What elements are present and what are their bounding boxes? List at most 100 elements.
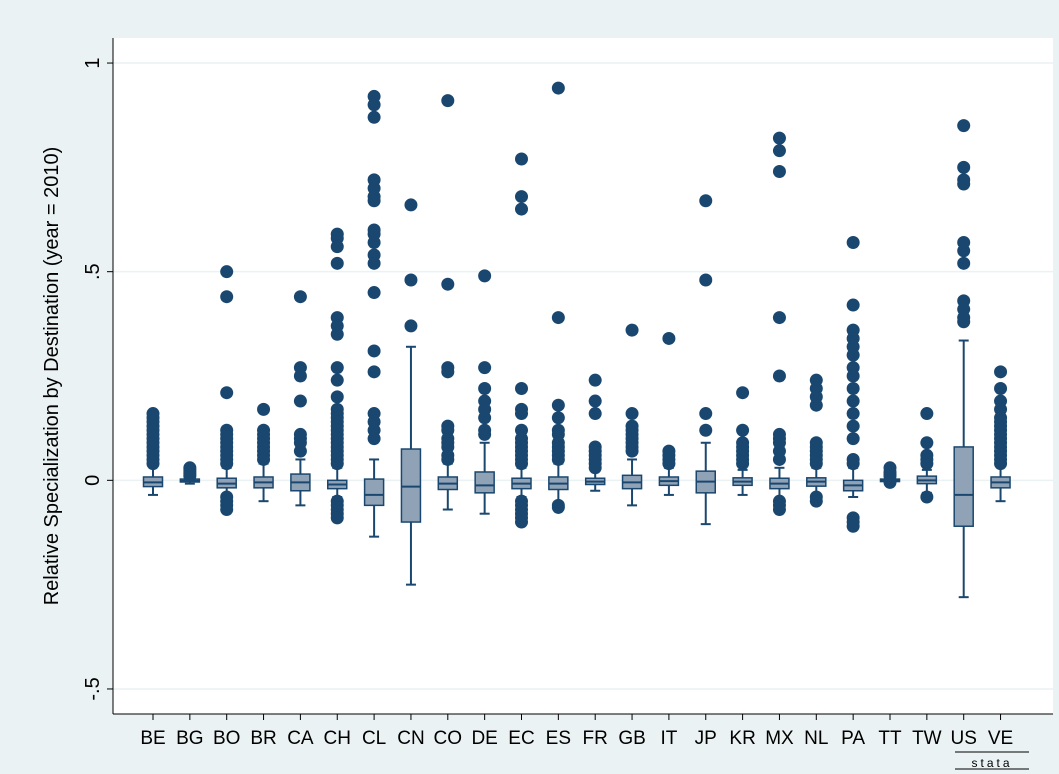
box-kr bbox=[732, 386, 753, 496]
outlier-point bbox=[220, 290, 234, 304]
outlier-point bbox=[588, 394, 602, 408]
y-tick-label: .5 bbox=[82, 263, 104, 280]
x-tick-label: MX bbox=[765, 728, 794, 749]
outlier-point bbox=[920, 436, 934, 450]
outlier-point bbox=[441, 452, 455, 466]
outlier-point bbox=[330, 390, 344, 404]
x-tick-label: CN bbox=[397, 728, 424, 749]
outlier-point bbox=[846, 369, 860, 383]
outlier-point bbox=[662, 457, 676, 471]
x-tick-label: CL bbox=[362, 728, 386, 749]
outlier-point bbox=[367, 110, 381, 124]
outlier-point bbox=[699, 194, 713, 208]
box-nl bbox=[806, 373, 827, 508]
box-us bbox=[953, 119, 974, 599]
box-co bbox=[437, 94, 459, 511]
outlier-point bbox=[772, 452, 786, 466]
outlier-point bbox=[293, 394, 307, 408]
outlier-point bbox=[957, 244, 971, 258]
outlier-point bbox=[367, 344, 381, 358]
x-tick-label: BR bbox=[250, 728, 276, 749]
outlier-point bbox=[957, 119, 971, 133]
y-tick-label: 1 bbox=[82, 57, 104, 68]
outlier-point bbox=[515, 515, 528, 529]
x-tick-label: ES bbox=[546, 728, 571, 749]
outlier-point bbox=[846, 457, 860, 471]
boxes bbox=[142, 81, 1011, 599]
outlier-point bbox=[367, 256, 381, 270]
outlier-point bbox=[551, 311, 565, 325]
box-iqr bbox=[400, 448, 422, 523]
box-cl bbox=[363, 89, 385, 538]
y-axis-label: Relative Specialization by Destination (… bbox=[41, 147, 63, 606]
outlier-point bbox=[257, 452, 271, 466]
x-tick-label: NL bbox=[804, 728, 828, 749]
outlier-point bbox=[957, 177, 971, 191]
outlier-point bbox=[957, 256, 971, 270]
outlier-point bbox=[441, 94, 455, 108]
outlier-point bbox=[330, 511, 344, 525]
x-tick-label: BE bbox=[140, 728, 165, 749]
x-tick-label: BG bbox=[176, 728, 203, 749]
box-be bbox=[142, 407, 164, 496]
outlier-point bbox=[293, 290, 307, 304]
outlier-point bbox=[772, 144, 786, 158]
outlier-point bbox=[257, 402, 271, 416]
outlier-point bbox=[846, 382, 860, 396]
x-tick-label: GB bbox=[618, 728, 645, 749]
outlier-point bbox=[846, 235, 860, 249]
outlier-point bbox=[809, 398, 823, 412]
outlier-point bbox=[183, 469, 197, 483]
outlier-point bbox=[330, 327, 344, 341]
box-tt bbox=[879, 461, 901, 489]
outlier-point bbox=[478, 361, 492, 375]
outlier-point bbox=[846, 394, 860, 408]
outlier-point bbox=[478, 382, 492, 396]
outlier-point bbox=[846, 419, 860, 433]
box-bg bbox=[179, 461, 201, 485]
x-tick-label: BO bbox=[213, 728, 240, 749]
x-tick-label: CH bbox=[324, 728, 351, 749]
outlier-point bbox=[588, 373, 602, 387]
outlier-point bbox=[551, 81, 565, 95]
outlier-point bbox=[330, 457, 344, 471]
outlier-point bbox=[994, 382, 1008, 396]
outlier-point bbox=[994, 457, 1008, 471]
outlier-point bbox=[772, 165, 786, 179]
outlier-point bbox=[736, 423, 750, 437]
x-tick-label: DE bbox=[471, 728, 497, 749]
box-gb bbox=[621, 323, 643, 507]
outlier-point bbox=[478, 411, 492, 425]
outlier-point bbox=[551, 452, 565, 466]
outlier-point bbox=[367, 432, 381, 446]
outlier-point bbox=[625, 323, 639, 337]
outlier-point bbox=[662, 331, 676, 345]
outlier-point bbox=[809, 457, 823, 471]
outlier-point bbox=[699, 273, 713, 287]
outlier-point bbox=[883, 475, 897, 489]
outlier-point bbox=[551, 411, 565, 425]
plot-area bbox=[113, 38, 1053, 714]
outlier-point bbox=[588, 407, 602, 421]
outlier-point bbox=[699, 423, 713, 437]
y-tick-label: 0 bbox=[82, 475, 104, 486]
box-iqr bbox=[474, 471, 495, 494]
outlier-point bbox=[846, 432, 860, 446]
outlier-point bbox=[772, 131, 786, 145]
outlier-point bbox=[293, 444, 307, 458]
outlier-point bbox=[551, 500, 565, 514]
x-tick-label: CO bbox=[434, 728, 463, 749]
box-iqr bbox=[363, 478, 385, 507]
outlier-point bbox=[404, 273, 418, 287]
outlier-point bbox=[772, 311, 786, 325]
outlier-point bbox=[367, 235, 381, 249]
outlier-point bbox=[699, 407, 713, 421]
box-ca bbox=[290, 290, 311, 507]
outlier-point bbox=[920, 457, 934, 471]
x-tick-label: EC bbox=[508, 728, 534, 749]
box-it bbox=[658, 331, 680, 496]
outlier-point bbox=[588, 461, 602, 475]
outlier-point bbox=[220, 503, 234, 517]
x-tick-label: TT bbox=[878, 728, 902, 749]
